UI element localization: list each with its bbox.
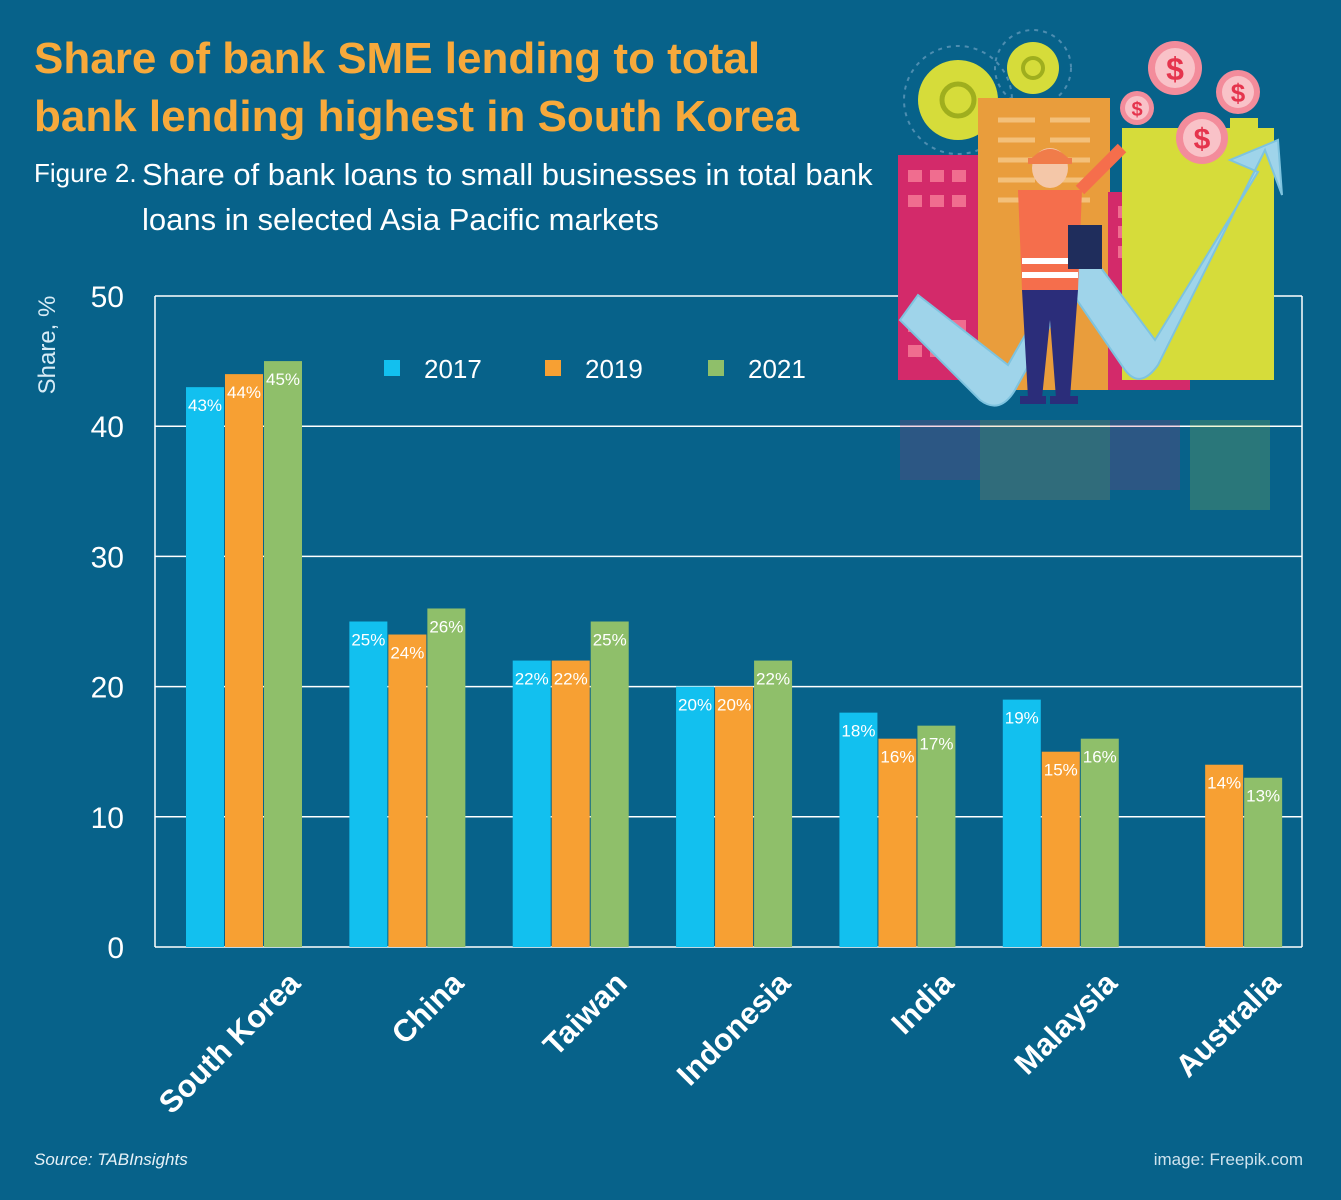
data-label: 22% <box>554 670 588 689</box>
bar-2017 <box>676 686 715 947</box>
y-tick-label: 0 <box>107 932 124 965</box>
data-label: 13% <box>1246 787 1280 806</box>
data-label: 26% <box>429 617 463 636</box>
data-label: 43% <box>188 396 222 415</box>
figure-label: Figure 2. <box>34 158 137 188</box>
dollar-coin-icon: $ <box>1216 70 1260 114</box>
svg-text:$: $ <box>1131 99 1142 121</box>
building-icon <box>1230 118 1258 148</box>
data-label: 22% <box>756 670 790 689</box>
dollar-coin-icon: $ <box>1120 91 1154 125</box>
bar-2019 <box>1041 751 1080 947</box>
legend-label: 2017 <box>424 354 482 384</box>
y-tick-label: 50 <box>91 281 124 314</box>
y-tick-label: 30 <box>91 541 124 574</box>
legend-swatch-2019 <box>545 360 561 376</box>
data-label: 18% <box>841 722 875 741</box>
bar-2021 <box>264 361 302 948</box>
x-tick-label: South Korea <box>152 965 308 1121</box>
data-label: 22% <box>515 670 549 689</box>
data-label: 16% <box>1083 748 1117 767</box>
y-tick-label: 10 <box>91 802 124 835</box>
svg-text:$: $ <box>1194 123 1211 156</box>
data-label: 44% <box>227 383 261 402</box>
dollar-coin-icon: $ <box>1176 112 1228 164</box>
bar-2019 <box>225 374 263 947</box>
bar-2019 <box>551 660 590 947</box>
y-tick-label: 40 <box>91 411 124 444</box>
bar-2017 <box>512 660 551 947</box>
bar-2017 <box>839 712 878 947</box>
bar-2017 <box>186 387 224 947</box>
bar-2021 <box>754 660 793 947</box>
bar-2019 <box>1205 764 1244 947</box>
gear-icon <box>994 29 1072 107</box>
bar-2021 <box>917 725 956 947</box>
data-label: 19% <box>1005 709 1039 728</box>
bar-2017 <box>1002 699 1041 947</box>
illustration-reflection <box>900 420 1270 510</box>
data-label: 45% <box>266 370 300 389</box>
data-label: 25% <box>351 631 385 650</box>
bar-2019 <box>388 634 427 947</box>
bar-2021 <box>590 621 629 947</box>
worker-icon <box>1018 143 1127 404</box>
data-label: 16% <box>880 748 914 767</box>
legend-swatch-2017 <box>384 360 400 376</box>
data-label: 20% <box>678 696 712 715</box>
data-label: 15% <box>1044 761 1078 780</box>
data-label: 25% <box>593 631 627 650</box>
image-credit: image: Freepik.com <box>1153 1150 1303 1169</box>
chart-subtitle: Share of bank loans to small businesses … <box>142 157 873 237</box>
legend-label: 2019 <box>585 354 643 384</box>
data-label: 14% <box>1207 774 1241 793</box>
bar-2019 <box>878 738 917 947</box>
data-label: 17% <box>919 735 953 754</box>
x-tick-label: India <box>884 965 960 1041</box>
x-tick-label: Australia <box>1169 965 1288 1084</box>
bar-2017 <box>349 621 388 947</box>
chart-title: Share of bank SME lending to total bank … <box>34 34 800 141</box>
x-tick-label: Malaysia <box>1008 965 1125 1082</box>
dollar-coin-icon: $ <box>1148 41 1202 95</box>
bar-2021 <box>427 608 466 947</box>
svg-text:$: $ <box>1166 51 1184 87</box>
svg-text:$: $ <box>1231 78 1246 108</box>
legend-label: 2021 <box>748 354 806 384</box>
x-tick-label: Indonesia <box>670 965 798 1093</box>
x-tick-label: Taiwan <box>536 965 633 1062</box>
illustration: $ $ $ $ <box>898 29 1283 510</box>
data-label: 20% <box>717 696 751 715</box>
bar-2021 <box>1080 738 1119 947</box>
bar-2021 <box>1244 777 1283 947</box>
source-note: Source: TABInsights <box>34 1150 188 1169</box>
y-tick-label: 20 <box>91 672 124 705</box>
legend-swatch-2021 <box>708 360 724 376</box>
data-label: 24% <box>390 644 424 663</box>
x-tick-label: China <box>385 965 471 1051</box>
bar-2019 <box>715 686 754 947</box>
